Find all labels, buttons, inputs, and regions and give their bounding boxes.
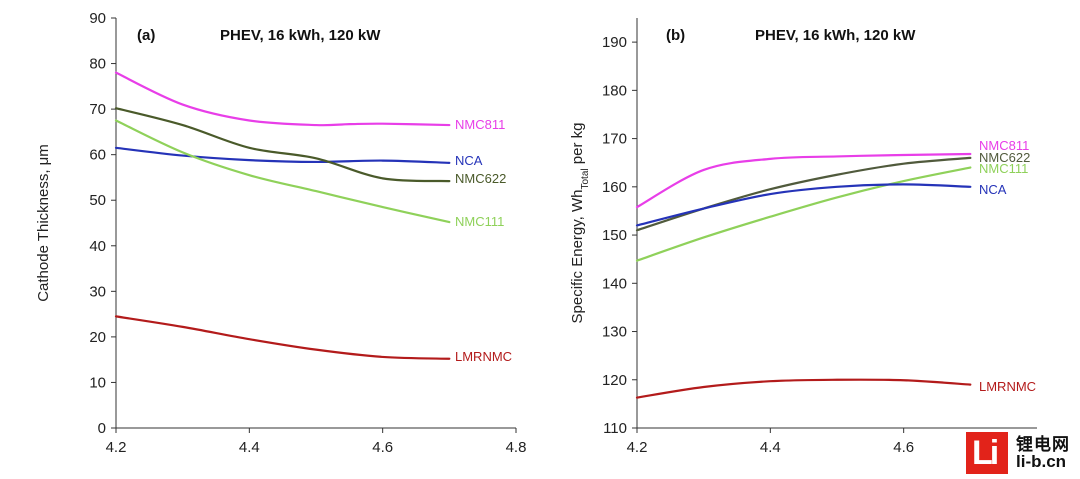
series-line-nmc811 — [114, 71, 451, 127]
series-label-nca: NCA — [455, 153, 483, 168]
y-tick-label: 50 — [89, 192, 106, 209]
panel-a-cathode-thickness: 0 10 20 30 40 50 60 70 80 90 4.2 4.4 4.6 4.8 Cathode T… — [35, 10, 526, 456]
series-label-nca: NCA — [979, 182, 1007, 197]
panel-title: PHEV, 16 kWh, 120 kW — [755, 27, 916, 44]
panel-b-specific-energy: 110 120 130 140 150 160 170 180 190 4.2 4.4 4.6 Spec… — [569, 18, 1037, 456]
x-tick-label: 4.6 — [372, 439, 393, 456]
y-tick-label: 180 — [602, 82, 627, 99]
series-line-nca — [114, 146, 451, 164]
series-line-nmc111 — [114, 119, 451, 224]
y-tick-label: 30 — [89, 283, 106, 300]
x-tick-label: 4.2 — [106, 439, 127, 456]
series-label-lmrnmc: LMRNMC — [455, 349, 512, 364]
series-line-nmc622 — [635, 156, 972, 232]
series-label-lmrnmc: LMRNMC — [979, 379, 1036, 394]
series-label-nmc622: NMC622 — [455, 171, 506, 186]
y-tick-label: 60 — [89, 147, 106, 164]
y-tick-label: 90 — [89, 10, 106, 27]
y-tick-label: 10 — [89, 374, 106, 391]
y-tick-label: 130 — [602, 324, 627, 341]
x-tick-label: 4.4 — [239, 439, 260, 456]
watermark-logo: Li 锂电网 li-b.cn — [966, 430, 1078, 476]
watermark-li-box: Li — [966, 432, 1008, 474]
panel-title: PHEV, 16 kWh, 120 kW — [220, 27, 381, 44]
y-tick-label: 40 — [89, 238, 106, 255]
y-tick-label: 110 — [603, 420, 627, 437]
series-line-nmc622 — [114, 107, 451, 183]
y-tick-label: 160 — [602, 179, 627, 196]
x-tick-label: 4.8 — [506, 439, 527, 456]
series-label-nmc811: NMC811 — [979, 138, 1029, 153]
y-tick-label: 150 — [602, 227, 627, 244]
panel-label: (b) — [666, 27, 685, 44]
y-axis-title: Specific Energy, WhTotal per kg — [569, 123, 591, 324]
series-line-lmrnmc — [114, 315, 451, 360]
series-line-nmc111 — [635, 166, 972, 262]
series-line-lmrnmc — [635, 378, 972, 399]
y-tick-label: 70 — [89, 101, 106, 118]
y-tick-label: 0 — [98, 420, 106, 437]
y-axis-title: Cathode Thickness, μm — [35, 144, 52, 302]
series-line-nca — [635, 183, 972, 227]
watermark-chinese-text: 锂电网 — [1016, 435, 1070, 455]
y-tick-label: 20 — [89, 329, 106, 346]
series-label-nmc622: NMC622 — [979, 150, 1030, 165]
y-tick-label: 170 — [602, 131, 627, 148]
series-label-nmc111: NMC111 — [979, 161, 1028, 176]
x-tick-label: 4.2 — [627, 439, 648, 456]
y-tick-label: 140 — [602, 275, 627, 292]
watermark-url: li-b.cn — [1016, 452, 1067, 471]
series-label-nmc811: NMC811 — [455, 117, 505, 132]
y-tick-label: 190 — [602, 34, 627, 51]
x-tick-label: 4.6 — [893, 439, 914, 456]
watermark-li-glyph: Li — [972, 434, 999, 472]
y-tick-label: 120 — [602, 372, 627, 389]
x-tick-label: 4.4 — [760, 439, 781, 456]
panel-label: (a) — [137, 27, 155, 44]
series-label-nmc111: NMC111 — [455, 214, 504, 229]
series-line-nmc811 — [635, 152, 972, 209]
y-tick-label: 80 — [89, 56, 106, 73]
